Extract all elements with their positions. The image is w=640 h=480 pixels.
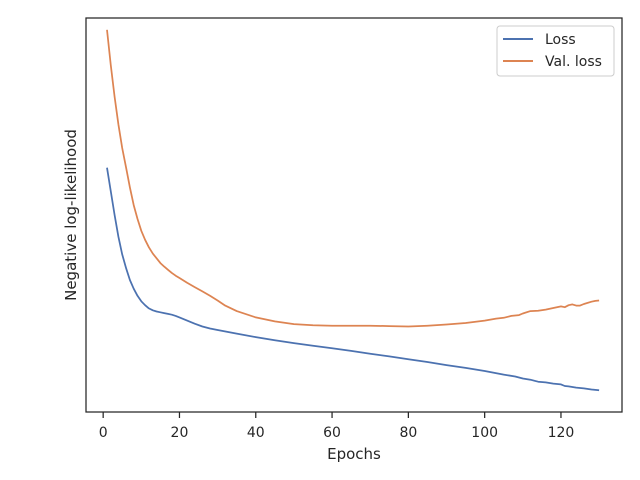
x-tick-label: 120 <box>548 425 575 441</box>
series-layer <box>106 29 600 392</box>
x-tick-label: 100 <box>471 425 498 441</box>
plot-frame <box>85 17 623 413</box>
legend-label-val-loss: Val. loss <box>545 54 602 70</box>
x-axis-label: Epochs <box>327 445 381 463</box>
x-tick-label: 40 <box>247 425 265 441</box>
x-axis-ticks: 0 20 40 60 80 100 120 <box>99 412 575 441</box>
x-tick-label: 80 <box>399 425 417 441</box>
x-tick-label: 0 <box>99 425 108 441</box>
x-tick-label: 60 <box>323 425 341 441</box>
legend-label-loss: Loss <box>545 32 576 48</box>
plot-background <box>86 18 622 412</box>
legend: Loss Val. loss <box>496 25 615 77</box>
series-line-val-loss <box>106 29 600 328</box>
series-line-loss <box>106 167 600 392</box>
x-tick-label: 20 <box>171 425 189 441</box>
y-axis-label: Negative log-likelihood <box>62 129 80 301</box>
